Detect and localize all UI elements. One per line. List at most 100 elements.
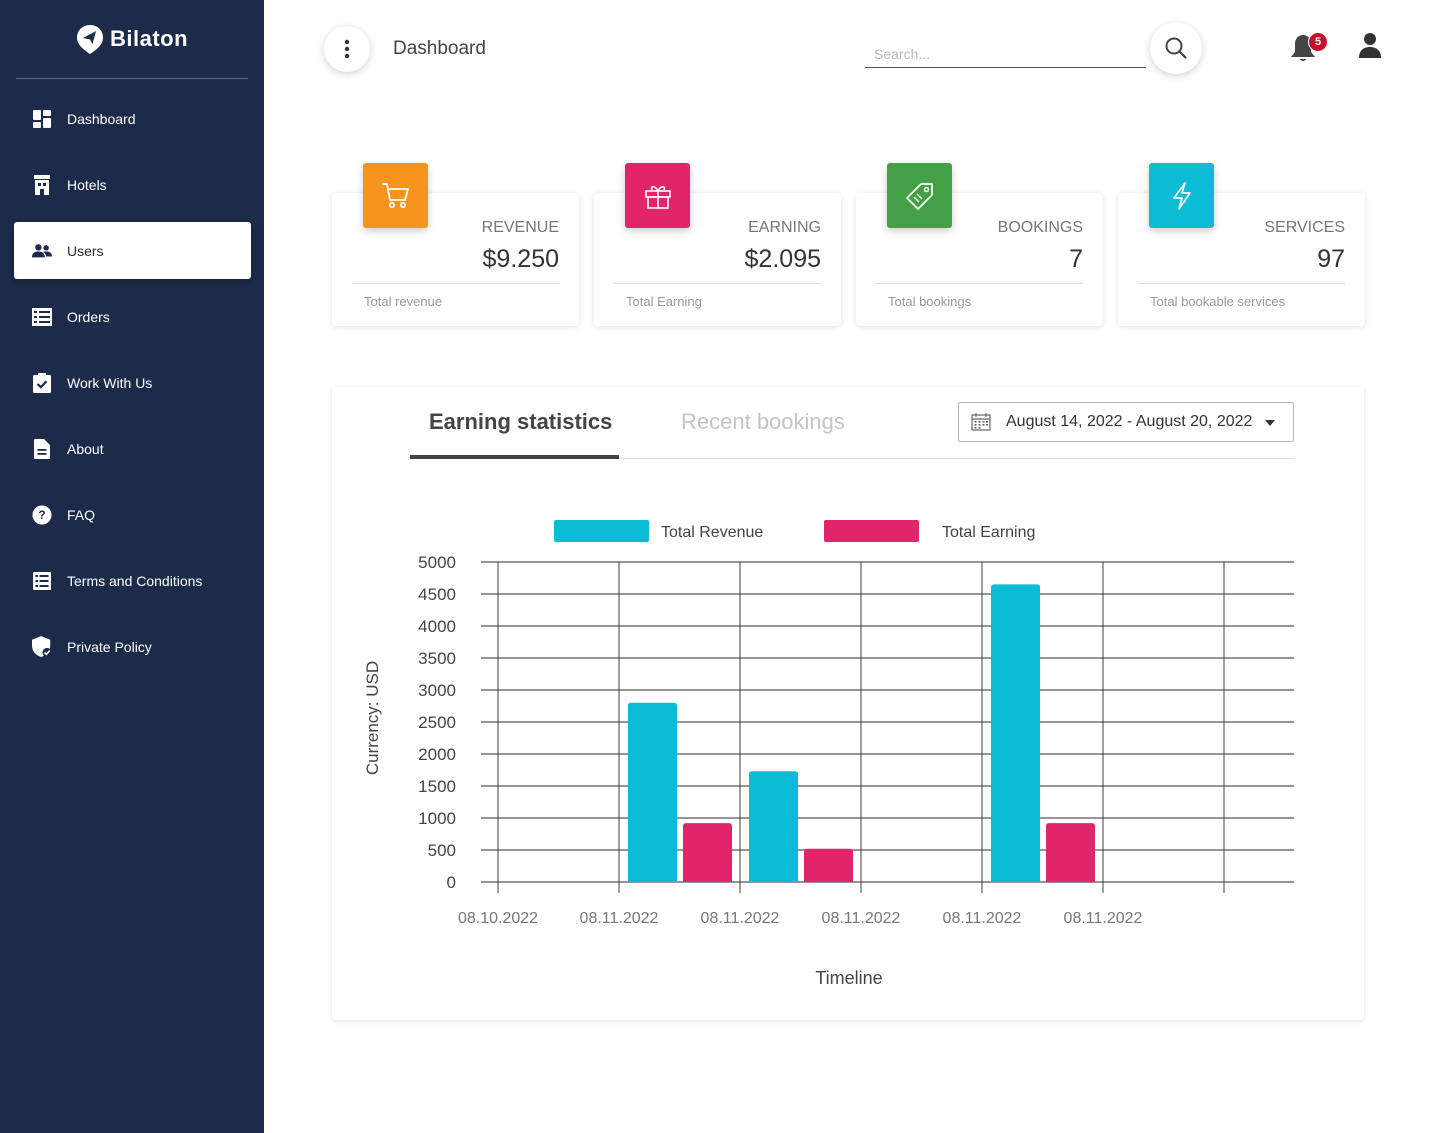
x-tick-label: 08.11.2022 bbox=[943, 910, 1022, 927]
sidebar-item-label: Hotels bbox=[67, 176, 107, 193]
sidebar-item-users[interactable]: Users bbox=[14, 222, 251, 279]
services-card: SERVICES 97 Total bookable services bbox=[1118, 163, 1365, 326]
calendar-icon bbox=[971, 413, 991, 431]
revenue-bar bbox=[749, 771, 798, 882]
earning-bar bbox=[683, 823, 732, 882]
chevron-down-icon bbox=[1265, 420, 1275, 426]
card-label: REVENUE bbox=[481, 219, 559, 236]
card-value: $2.095 bbox=[744, 245, 821, 273]
brand-name: Bilaton bbox=[109, 26, 189, 51]
sidebar-item-terms[interactable]: Terms and Conditions bbox=[14, 552, 251, 609]
sidebar-item-work-with-us[interactable]: Work With Us bbox=[14, 354, 251, 411]
card-label: SERVICES bbox=[1264, 219, 1345, 236]
y-tick-label: 4000 bbox=[418, 617, 456, 636]
legend-label: Total Earning bbox=[942, 524, 1035, 541]
legend-label: Total Revenue bbox=[661, 524, 763, 541]
sidebar-item-label: Terms and Conditions bbox=[67, 572, 203, 589]
tab-divider bbox=[619, 458, 1294, 459]
card-footer: Total bookable services bbox=[1150, 294, 1286, 309]
date-range-picker[interactable]: August 14, 2022 - August 20, 2022 bbox=[958, 402, 1294, 442]
card-value: 97 bbox=[1317, 245, 1345, 273]
list-icon bbox=[32, 571, 52, 591]
card-footer: Total revenue bbox=[364, 294, 443, 309]
card-divider bbox=[614, 283, 821, 284]
card-value: $9.250 bbox=[482, 245, 559, 273]
search-button[interactable] bbox=[1150, 22, 1202, 74]
sidebar-item-orders[interactable]: Orders bbox=[14, 288, 251, 345]
bookings-tile bbox=[887, 163, 952, 228]
sidebar-item-hotels[interactable]: Hotels bbox=[14, 156, 251, 213]
document-icon bbox=[32, 438, 52, 459]
card-footer: Total Earning bbox=[626, 294, 702, 309]
sidebar-item-label: FAQ bbox=[67, 506, 96, 523]
shield-check-icon bbox=[32, 635, 52, 657]
y-tick-label: 1000 bbox=[418, 809, 456, 828]
tag-icon bbox=[905, 182, 933, 210]
y-tick-label: 0 bbox=[447, 873, 456, 892]
sidebar-item-label: Work With Us bbox=[67, 374, 153, 391]
tab-recent-bookings[interactable]: Recent bookings bbox=[681, 409, 845, 434]
y-tick-label: 5000 bbox=[418, 553, 456, 572]
y-tick-label: 3500 bbox=[418, 649, 456, 668]
plane-logo-icon bbox=[76, 25, 103, 54]
date-range-value: August 14, 2022 - August 20, 2022 bbox=[1006, 413, 1253, 430]
more-vertical-icon bbox=[344, 39, 350, 59]
hotel-icon bbox=[32, 174, 52, 195]
card-divider bbox=[352, 283, 559, 284]
y-tick-label: 2000 bbox=[418, 745, 456, 764]
revenue-bar bbox=[628, 702, 677, 882]
x-tick-label: 08.11.2022 bbox=[701, 910, 780, 927]
y-tick-label: 1500 bbox=[418, 777, 456, 796]
y-tick-label: 2500 bbox=[418, 713, 456, 732]
earning-tile bbox=[625, 163, 690, 228]
x-tick-label: 08.11.2022 bbox=[822, 910, 901, 927]
earning-chart: 0 500 1000 1500 2000 2500 3000 3500 4000 4500 5000… bbox=[363, 520, 1294, 988]
services-tile bbox=[1149, 163, 1214, 228]
y-axis-title: Currency: USD bbox=[363, 661, 382, 775]
revenue-card: REVENUE $9.250 Total revenue bbox=[332, 163, 579, 326]
sidebar-item-dashboard[interactable]: Dashboard bbox=[14, 90, 251, 147]
legend-swatch bbox=[554, 520, 649, 542]
x-tick-label: 08.10.2022 bbox=[458, 910, 538, 927]
sidebar-item-private-policy[interactable]: Private Policy bbox=[14, 618, 251, 675]
card-divider bbox=[876, 283, 1083, 284]
notification-badge: 5 bbox=[1308, 32, 1328, 52]
orders-icon bbox=[32, 307, 52, 327]
search-icon bbox=[1165, 37, 1187, 59]
sidebar-item-label: Private Policy bbox=[67, 638, 152, 655]
cart-icon bbox=[381, 182, 409, 208]
user-icon[interactable] bbox=[1358, 32, 1382, 60]
search-input[interactable] bbox=[865, 40, 1146, 68]
card-value: 7 bbox=[1069, 245, 1083, 273]
y-tick-label: 3000 bbox=[418, 681, 456, 700]
users-icon bbox=[32, 241, 52, 261]
statistics-panel: Earning statistics Recent bookings Augus… bbox=[332, 387, 1364, 1020]
sidebar-item-label: Orders bbox=[67, 308, 110, 325]
help-icon: ? bbox=[32, 504, 52, 525]
card-label: BOOKINGS bbox=[997, 219, 1083, 236]
revenue-tile bbox=[363, 163, 428, 228]
legend-swatch bbox=[824, 520, 919, 542]
sidebar-nav: Dashboard Hotels Users Orders Work With … bbox=[14, 90, 251, 684]
card-divider bbox=[1138, 283, 1345, 284]
brand-logo[interactable]: Bilaton bbox=[16, 0, 248, 79]
card-label: EARNING bbox=[748, 219, 821, 236]
active-tab-indicator bbox=[410, 455, 619, 459]
x-axis-title: Timeline bbox=[815, 968, 882, 988]
earning-card: EARNING $2.095 Total Earning bbox=[594, 163, 841, 326]
sidebar-item-about[interactable]: About bbox=[14, 420, 251, 477]
sidebar: Bilaton Dashboard Hotels Users Orders bbox=[0, 0, 264, 1133]
dashboard-icon bbox=[32, 109, 52, 129]
tab-earning-statistics[interactable]: Earning statistics bbox=[429, 409, 613, 434]
sidebar-item-label: Dashboard bbox=[67, 110, 136, 127]
y-tick-label: 4500 bbox=[418, 585, 456, 604]
sidebar-item-faq[interactable]: ? FAQ bbox=[14, 486, 251, 543]
more-menu-button[interactable] bbox=[324, 26, 370, 72]
svg-text:?: ? bbox=[38, 508, 45, 522]
clipboard-check-icon bbox=[32, 372, 52, 393]
lightning-icon bbox=[1172, 181, 1191, 210]
y-tick-label: 500 bbox=[428, 841, 456, 860]
x-tick-label: 08.11.2022 bbox=[1064, 910, 1143, 927]
revenue-bar bbox=[991, 584, 1040, 882]
card-footer: Total bookings bbox=[888, 294, 972, 309]
